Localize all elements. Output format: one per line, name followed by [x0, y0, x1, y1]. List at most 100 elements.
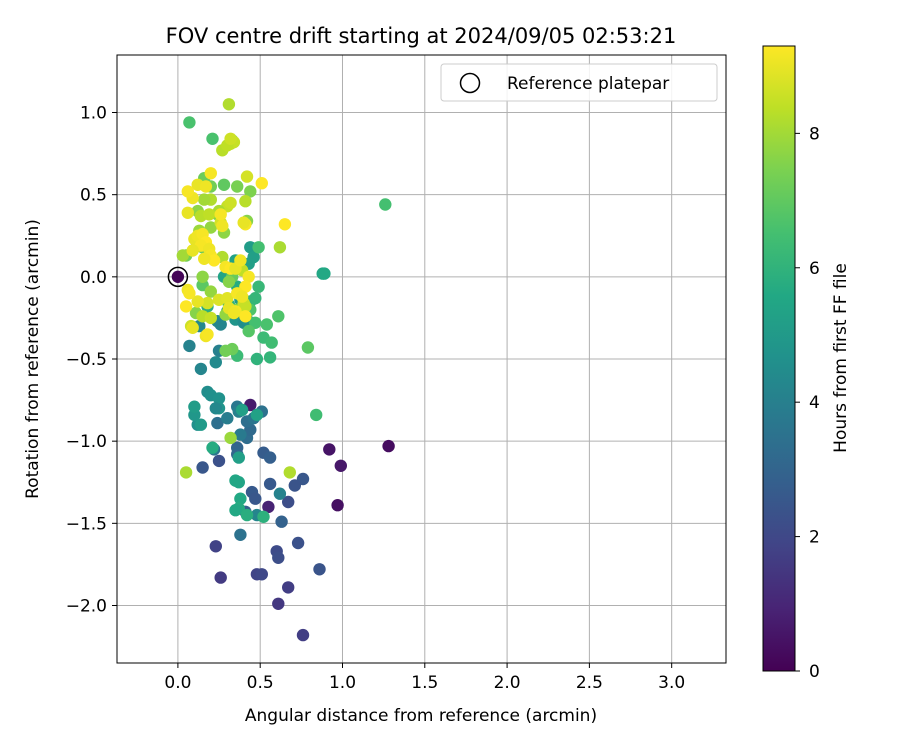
scatter-point: [186, 244, 199, 257]
scatter-point: [179, 300, 193, 313]
scatter-point: [204, 285, 217, 298]
colorbar-label: Hours from first FF file: [831, 263, 851, 453]
scatter-point: [250, 352, 264, 366]
scatter-point: [275, 515, 288, 528]
x-tick-label: 2.5: [576, 673, 603, 693]
scatter-point: [239, 310, 252, 323]
scatter-point: [382, 439, 395, 453]
scatter-point: [183, 339, 196, 353]
colorbar-tick-label: 0: [809, 662, 820, 682]
scatter-point: [171, 270, 185, 283]
y-axis-ticks: −2.0 −1.5 −1.0 −0.5 0.0 0.5 1.0: [66, 104, 117, 616]
scatter-point: [234, 492, 247, 505]
colorbar-frame: [762, 45, 796, 672]
scatter-point: [318, 267, 331, 280]
scatter-point: [212, 392, 226, 405]
scatter-point: [207, 254, 221, 267]
y-tick-label: −1.0: [66, 432, 107, 452]
scatter-point: [198, 193, 211, 206]
scatter-point: [196, 270, 209, 283]
scatter-point: [209, 540, 222, 553]
scatter-point: [252, 241, 265, 254]
scatter-point: [209, 356, 222, 369]
scatter-point: [204, 167, 217, 180]
scatter-point: [186, 321, 199, 334]
scatter-point: [199, 180, 213, 193]
scatter-point: [179, 466, 193, 479]
scatter-point: [201, 296, 214, 310]
scatter-point: [181, 185, 194, 198]
x-tick-label: 3.0: [658, 673, 685, 693]
scatter-point: [379, 198, 392, 211]
scatter-point: [183, 116, 196, 129]
data-points: [167, 98, 395, 642]
y-axis-label: Rotation from reference (arcmin): [23, 219, 43, 499]
scatter-point: [231, 180, 244, 193]
scatter-point: [288, 479, 301, 492]
scatter-point: [278, 218, 292, 231]
scatter-point: [227, 306, 241, 320]
scatter-point: [249, 492, 262, 505]
chart-title: FOV centre drift starting at 2024/09/05 …: [166, 24, 677, 48]
scatter-point: [255, 568, 268, 581]
legend: Reference platepar: [440, 63, 718, 102]
scatter-point: [244, 185, 257, 198]
scatter-point: [234, 254, 247, 267]
scatter-point: [229, 474, 242, 487]
scatter-point: [176, 249, 189, 262]
scatter-point: [296, 628, 310, 642]
scatter-point: [232, 451, 245, 464]
scatter-point: [240, 508, 254, 522]
scatter-point: [249, 316, 262, 329]
x-tick-label: 2.0: [494, 673, 521, 693]
scatter-point: [282, 581, 295, 594]
scatter-point: [222, 98, 236, 111]
scatter-point: [250, 408, 264, 422]
y-tick-label: −0.5: [66, 350, 107, 370]
y-tick-label: 0.0: [80, 268, 107, 288]
scatter-point: [217, 178, 231, 191]
scatter-point: [237, 216, 250, 229]
colorbar-tick-label: 6: [809, 259, 820, 279]
x-tick-label: 1.0: [329, 673, 356, 693]
legend-entry-label: Reference platepar: [507, 74, 669, 94]
scatter-point: [219, 344, 232, 357]
legend-marker-open-circle: [459, 72, 481, 94]
scatter-point: [235, 403, 249, 417]
scatter-point: [221, 292, 234, 305]
scatter-point: [194, 418, 208, 431]
scatter-point: [188, 400, 201, 413]
scatter-point: [242, 324, 255, 338]
scatter-point: [209, 402, 222, 415]
scatter-point: [196, 461, 209, 474]
scatter-point: [282, 495, 295, 509]
x-axis-ticks: 0.0 0.5 1.0 1.5 2.0 2.5 3.0: [164, 663, 685, 693]
scatter-point: [221, 412, 234, 425]
scatter-point: [263, 477, 277, 491]
scatter-point: [201, 328, 214, 341]
scatter-point: [214, 571, 227, 584]
scatter-point: [234, 528, 247, 541]
scatter-point: [206, 441, 219, 454]
scatter-point: [239, 195, 252, 208]
scatter-point: [310, 408, 323, 422]
y-tick-label: 1.0: [80, 104, 107, 124]
scatter-point: [240, 170, 254, 183]
scatter-point: [212, 454, 226, 468]
scatter-point: [313, 563, 326, 576]
scatter-point: [214, 318, 227, 331]
scatter-point: [194, 362, 208, 376]
scatter-point: [272, 310, 285, 323]
x-tick-label: 0.0: [164, 673, 191, 693]
scatter-point: [252, 280, 265, 293]
scatter-point: [249, 292, 262, 305]
scatter-point: [224, 431, 237, 445]
scatter-point: [211, 416, 224, 430]
x-axis-label: Angular distance from reference (arcmin): [245, 706, 597, 726]
scatter-point: [204, 311, 217, 325]
scatter-point: [203, 208, 216, 221]
scatter-point: [198, 252, 211, 265]
colorbar-tick-label: 2: [809, 528, 820, 548]
scatter-point: [222, 275, 236, 288]
scatter-point: [272, 551, 285, 564]
